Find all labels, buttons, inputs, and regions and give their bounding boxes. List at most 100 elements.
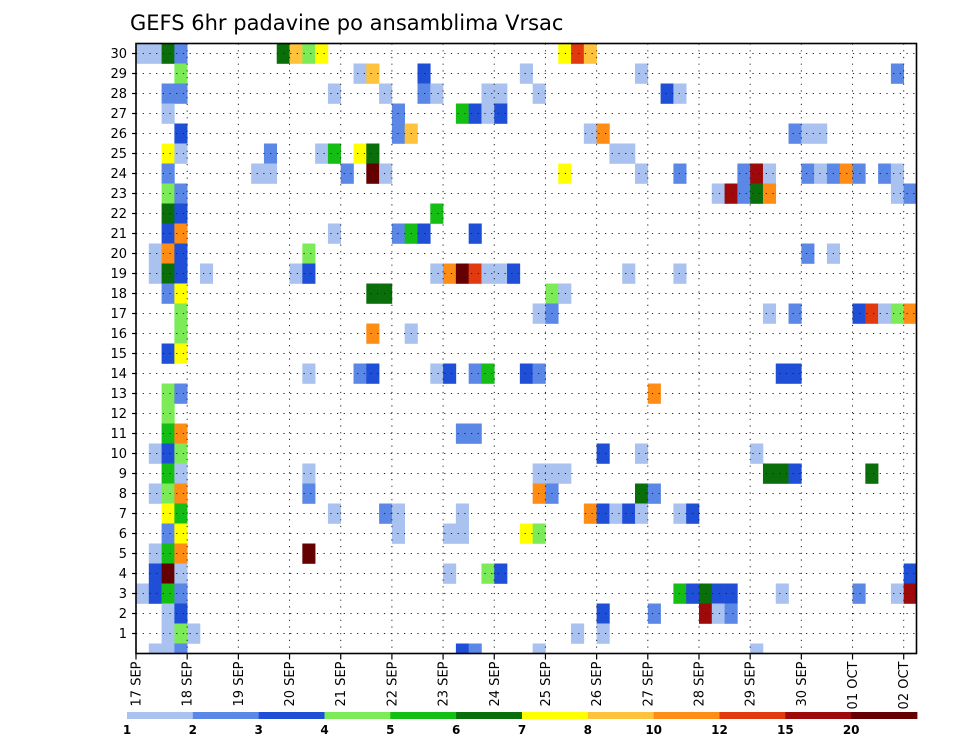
heatmap-cell [174, 203, 188, 224]
heatmap-cell [647, 483, 661, 504]
heatmap-cell [289, 263, 303, 284]
heatmap-cell [571, 623, 585, 644]
colorbar-tick-label: 10 [645, 723, 662, 737]
heatmap-cell [775, 463, 789, 484]
colorbar-swatch [851, 712, 918, 719]
colorbar-tick-label: 3 [254, 723, 262, 737]
heatmap-cell [366, 323, 380, 344]
heatmap-cell [379, 83, 393, 104]
heatmap-cell [302, 483, 316, 504]
heatmap-cell [174, 123, 188, 144]
heatmap-cell [737, 183, 751, 204]
heatmap-cell [302, 43, 316, 64]
heatmap-cell [174, 303, 188, 324]
y-tick-label: 14 [110, 367, 127, 382]
colorbar-swatch [653, 712, 720, 719]
heatmap-cell [494, 103, 508, 124]
heatmap-cell [878, 163, 892, 184]
x-tick-label: 29 SEP [744, 661, 759, 706]
x-tick-label: 30 SEP [795, 661, 810, 706]
heatmap-cell [161, 203, 175, 224]
heatmap-cell [161, 283, 175, 304]
heatmap-cell [558, 163, 572, 184]
heatmap-cell [302, 243, 316, 264]
heatmap-cell [174, 243, 188, 264]
heatmap-cell [558, 283, 572, 304]
heatmap-cell [635, 483, 649, 504]
heatmap-cell [878, 303, 892, 324]
heatmap-cell [161, 563, 175, 584]
heatmap-cell [327, 503, 342, 524]
heatmap-cell [327, 83, 342, 104]
heatmap-cell [174, 643, 188, 654]
colorbar-tick-label: 7 [518, 723, 526, 737]
heatmap-cell [148, 443, 162, 464]
grid-lines [135, 43, 917, 654]
heatmap-cell [161, 103, 175, 124]
heatmap-cell [558, 463, 572, 484]
heatmap-cell [174, 503, 188, 524]
colorbar-tick-label: 12 [711, 723, 728, 737]
y-tick-label: 9 [119, 467, 127, 482]
heatmap-cell [136, 583, 150, 604]
colorbar-swatch [522, 712, 589, 719]
heatmap-cell [161, 163, 175, 184]
x-tick-label: 02 OCT [897, 661, 912, 709]
x-tick-label: 28 SEP [692, 661, 707, 706]
heatmap-cell [711, 583, 725, 604]
y-tick-label: 12 [110, 407, 127, 422]
heatmap-cell [161, 403, 175, 424]
heatmap-cell [302, 363, 316, 384]
heatmap-cell [647, 603, 661, 624]
heatmap-cell [148, 483, 162, 504]
heatmap-cell [353, 63, 367, 84]
heatmap-cell [161, 343, 175, 364]
heatmap-cell [302, 543, 316, 564]
heatmap-cell [852, 583, 866, 604]
heatmap-cell [737, 163, 751, 184]
heatmap-cell [890, 303, 905, 324]
heatmap-cell [468, 363, 482, 384]
heatmap-cell [724, 183, 738, 204]
y-tick-label: 16 [110, 327, 127, 342]
colorbar-tick-label: 5 [386, 723, 394, 737]
colorbar-swatch [719, 712, 786, 719]
heatmap-cell [161, 483, 175, 504]
heatmap-cell [468, 223, 482, 244]
heatmap-cell [596, 623, 610, 644]
y-tick-label: 25 [110, 147, 127, 162]
heatmap-cell [174, 523, 188, 544]
heatmap-cell [174, 383, 188, 404]
y-tick-label: 17 [110, 307, 127, 322]
heatmap-cell [788, 303, 802, 324]
heatmap-cell [890, 163, 905, 184]
heatmap-cell [366, 163, 380, 184]
heatmap-cell [430, 203, 444, 224]
heatmap-cell [596, 603, 610, 624]
heatmap-cell [161, 603, 175, 624]
heatmap-cell [635, 63, 649, 84]
heatmap-cell [161, 43, 175, 64]
heatmap-cell [468, 103, 482, 124]
x-tick-label: 19 SEP [232, 661, 247, 706]
colorbar-legend: 1 2 3 4 5 6 7 8 10 12 15 20 [123, 712, 918, 737]
colorbar-tick-label: 15 [777, 723, 794, 737]
heatmap-cell [174, 623, 188, 644]
colorbar-swatch [324, 712, 391, 719]
heatmap-cell [174, 443, 188, 464]
heatmap-cell [481, 103, 495, 124]
heatmap-cell [366, 63, 380, 84]
heatmap-cell [673, 263, 687, 284]
heatmap-cell [161, 623, 175, 644]
x-axis: 17 SEP 18 SEP 19 SEP 20 SEP 21 SEP 22 SEP 23 S… [130, 653, 912, 709]
heatmap-cell [443, 363, 457, 384]
y-tick-label: 11 [110, 427, 127, 442]
heatmap-cell [174, 183, 188, 204]
heatmap-cell [379, 283, 393, 304]
heatmap-cell [443, 263, 457, 284]
heatmap-cell [161, 523, 175, 544]
y-tick-label: 20 [110, 247, 127, 262]
heatmap-cell [174, 343, 188, 364]
y-tick-label: 22 [110, 207, 127, 222]
